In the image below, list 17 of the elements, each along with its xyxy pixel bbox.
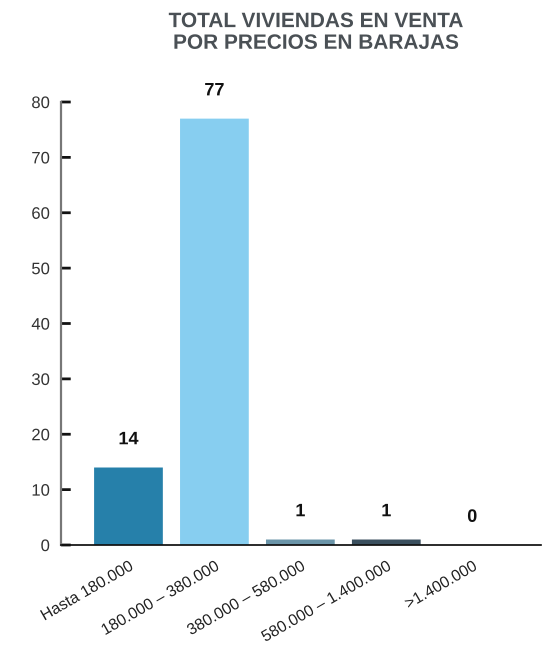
y-tick-label: 40: [32, 318, 50, 330]
y-tick-label: 30: [32, 373, 50, 386]
y-tick-label: 80: [32, 96, 50, 108]
y-tick-label: 70: [32, 152, 50, 164]
bar: [94, 467, 163, 545]
data-label: 14: [120, 432, 138, 444]
data-label: 0: [468, 509, 477, 522]
y-tick-label: 0: [41, 539, 50, 552]
y-tick-label: 10: [32, 484, 50, 496]
data-label: 1: [296, 504, 305, 516]
chart-title: TOTAL VIVIENDAS EN VENTA POR PRECIOS EN BARAJAS: [168, 12, 463, 49]
y-tick-label: 50: [32, 262, 50, 274]
bar: [180, 118, 249, 545]
data-label: 1: [382, 504, 391, 516]
data-label: 77: [205, 83, 224, 96]
y-tick-label: 60: [32, 207, 50, 219]
y-tick-label: 20: [32, 428, 50, 440]
